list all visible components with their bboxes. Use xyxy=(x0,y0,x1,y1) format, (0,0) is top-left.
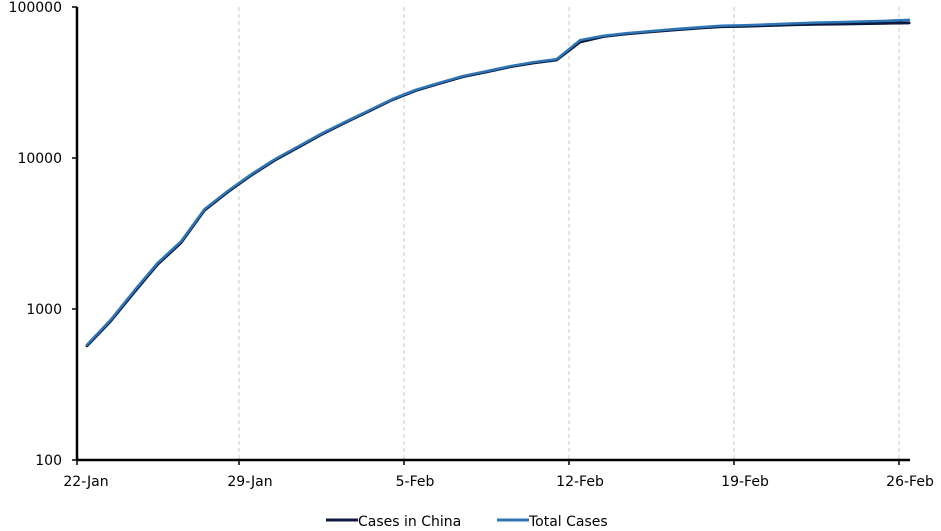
x-tick-label: 29-Jan xyxy=(227,474,272,490)
y-tick-label: 10000 xyxy=(17,151,62,167)
x-tick-label: 26-Feb xyxy=(886,474,934,490)
x-tick-label: 5-Feb xyxy=(396,474,435,490)
x-tick-label: 12-Feb xyxy=(556,474,604,490)
x-tick-labels: 22-Jan 29-Jan 5-Feb 12-Feb 19-Feb 26-Feb xyxy=(63,474,934,490)
series-line-total-cases xyxy=(85,18,911,346)
grid-lines xyxy=(238,7,900,460)
legend-label: Total Cases xyxy=(528,514,608,530)
series-lines xyxy=(85,18,911,348)
legend: Cases in China Total Cases xyxy=(326,514,608,530)
y-tick-label: 100000 xyxy=(9,0,62,16)
legend-label: Cases in China xyxy=(358,514,461,530)
y-tick-label: 100 xyxy=(35,453,62,469)
axes xyxy=(72,6,910,465)
series-line-cases-in-china xyxy=(85,21,911,348)
y-tick-labels: 100 1000 10000 100000 xyxy=(9,0,62,469)
x-tick-label: 22-Jan xyxy=(63,474,108,490)
y-tick-label: 1000 xyxy=(26,302,62,318)
x-tick-label: 19-Feb xyxy=(721,474,769,490)
